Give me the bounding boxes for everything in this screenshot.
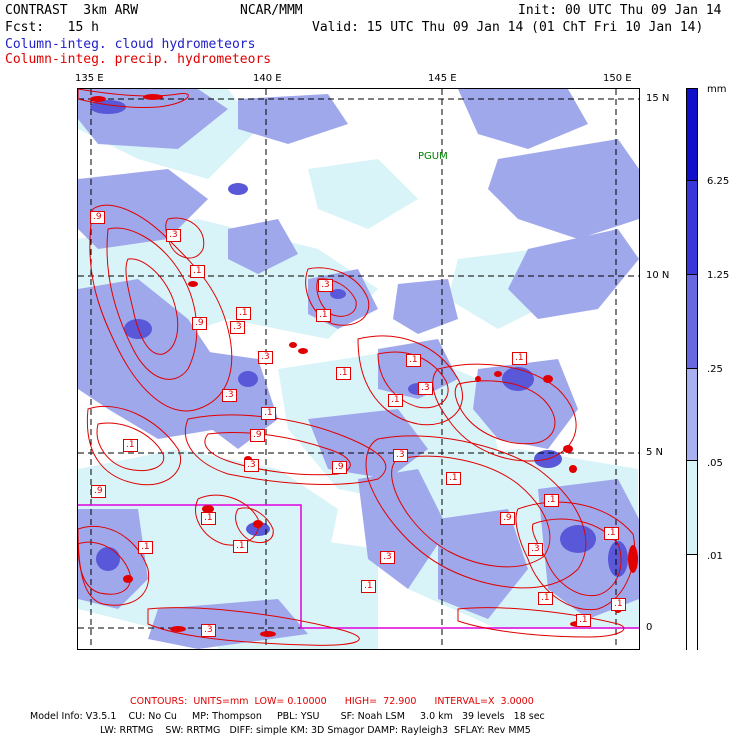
model-info-line1: Model Info: V3.5.1 CU: No Cu MP: Thompso… <box>30 711 545 722</box>
contour-value-label: .3 <box>393 449 408 462</box>
colorbar-swatch-3 <box>687 275 697 369</box>
valid-time: Valid: 15 UTC Thu 09 Jan 14 (01 ChT Fri … <box>312 20 704 35</box>
region-box <box>78 504 639 629</box>
contour-value-label: .1 <box>544 494 559 507</box>
colorbar-swatch-6 <box>687 555 697 651</box>
contour-value-label: .1 <box>123 439 138 452</box>
contour-value-label: .3 <box>528 543 543 556</box>
lon-label-145e: 145 E <box>428 73 457 84</box>
map-panel[interactable]: PGUM .9.3.1.1.3.9.3.1.9.1.3.1.9.3.1.3.1.… <box>77 88 640 650</box>
contour-value-label: .3 <box>244 459 259 472</box>
colorbar-label-0-05: .05 <box>707 458 723 469</box>
colorbar-label-1-25: 1.25 <box>707 270 730 281</box>
contour-value-label: .1 <box>406 354 421 367</box>
contour-value-label: .3 <box>258 351 273 364</box>
contour-value-label: .1 <box>604 527 619 540</box>
contour-value-label: .9 <box>250 429 265 442</box>
map-canvas <box>78 89 639 649</box>
colorbar-unit: mm <box>707 84 727 95</box>
contour-value-label: .1 <box>316 309 331 322</box>
contour-value-label: .1 <box>361 580 376 593</box>
init-time: Init: 00 UTC Thu 09 Jan 14 <box>518 3 722 18</box>
contour-value-label: .1 <box>261 407 276 420</box>
lat-label-10n: 10 N <box>646 270 670 281</box>
forecast-hour: Fcst: 15 h <box>5 20 99 35</box>
contour-value-label: .1 <box>538 592 553 605</box>
contour-value-label: .3 <box>318 279 333 292</box>
product-title: CONTRAST 3km ARW <box>5 3 139 18</box>
colorbar-swatch-5 <box>687 461 697 555</box>
model-info-line2: LW: RRTMG SW: RRTMG DIFF: simple KM: 3D … <box>100 725 531 736</box>
contour-value-label: .1 <box>446 472 461 485</box>
contour-value-label: .3 <box>418 382 433 395</box>
contour-value-label: .1 <box>336 367 351 380</box>
contour-value-label: .1 <box>512 352 527 365</box>
colorbar-swatch-1 <box>687 89 697 181</box>
contours-info: CONTOURS: UNITS=mm LOW= 0.10000 HIGH= 72… <box>130 696 534 707</box>
contour-value-label: .9 <box>90 211 105 224</box>
contour-value-label: .9 <box>500 512 515 525</box>
lon-label-150e: 150 E <box>603 73 632 84</box>
contour-value-label: .9 <box>91 485 106 498</box>
contour-value-label: .3 <box>380 551 395 564</box>
colorbar-swatch-2 <box>687 181 697 275</box>
colorbar <box>686 88 698 651</box>
contour-value-label: .1 <box>611 598 626 611</box>
contour-value-label: .1 <box>388 394 403 407</box>
field-precip-label: Column-integ. precip. hydrometeors <box>5 52 272 67</box>
station-label-pgum: PGUM <box>418 151 448 162</box>
colorbar-swatch-4 <box>687 369 697 461</box>
colorbar-label-0-01: .01 <box>707 551 723 562</box>
field-cloud-label: Column-integ. cloud hydrometeors <box>5 37 256 52</box>
lat-label-0: 0 <box>646 622 653 633</box>
contour-value-label: .9 <box>332 461 347 474</box>
colorbar-label-6-25: 6.25 <box>707 176 730 187</box>
contour-value-label: .3 <box>166 229 181 242</box>
lat-label-5n: 5 N <box>646 447 664 458</box>
cloud-light-areas <box>78 89 639 649</box>
colorbar-label-0-25: .25 <box>707 364 723 375</box>
contour-value-label: .3 <box>222 389 237 402</box>
contour-value-label: .1 <box>576 614 591 627</box>
contour-value-label: .1 <box>201 512 216 525</box>
lon-label-140e: 140 E <box>253 73 282 84</box>
lat-label-15n: 15 N <box>646 93 670 104</box>
lon-label-135e: 135 E <box>75 73 104 84</box>
contour-value-label: .1 <box>233 540 248 553</box>
institution-label: NCAR/MMM <box>240 3 303 18</box>
contour-value-label: .3 <box>201 624 216 637</box>
precip-dense-spots <box>90 94 638 637</box>
contour-value-label: .3 <box>230 321 245 334</box>
contour-value-label: .9 <box>192 317 207 330</box>
contour-value-label: .1 <box>190 265 205 278</box>
contour-value-label: .1 <box>236 307 251 320</box>
contour-value-label: .1 <box>138 541 153 554</box>
